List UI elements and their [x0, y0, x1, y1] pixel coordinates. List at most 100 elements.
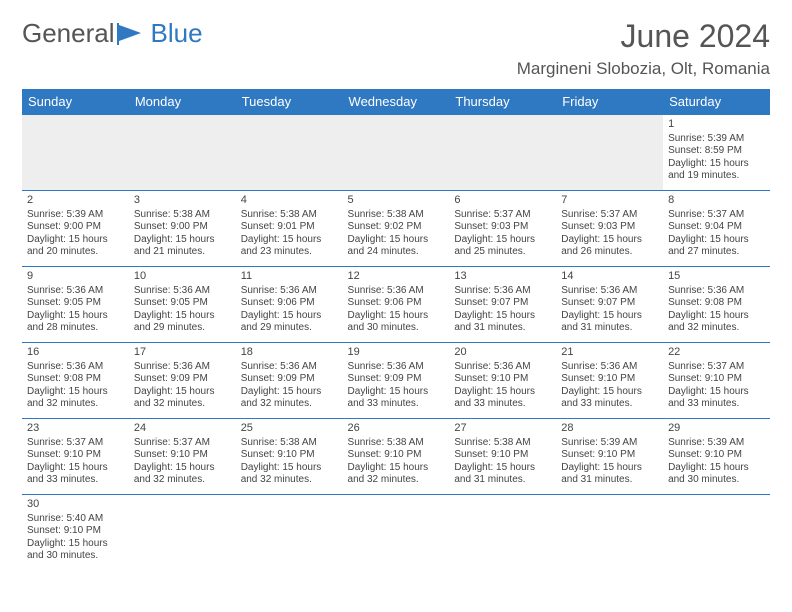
brand-text-1: General — [22, 18, 115, 49]
daylight-text: Daylight: 15 hours and 32 minutes. — [27, 386, 108, 410]
sunrise-text: Sunrise: 5:37 AM — [27, 437, 103, 448]
sunset-text: Sunset: 9:09 PM — [348, 373, 422, 384]
day-number: 1 — [668, 118, 765, 132]
sunrise-text: Sunrise: 5:36 AM — [134, 361, 210, 372]
sunrise-text: Sunrise: 5:37 AM — [561, 209, 637, 220]
day-number: 5 — [348, 194, 445, 208]
day-header: Monday — [129, 89, 236, 115]
daylight-text: Daylight: 15 hours and 33 minutes. — [454, 386, 535, 410]
daylight-text: Daylight: 15 hours and 32 minutes. — [241, 386, 322, 410]
calendar-day: 6Sunrise: 5:37 AMSunset: 9:03 PMDaylight… — [449, 191, 556, 267]
daylight-text: Daylight: 15 hours and 32 minutes. — [134, 386, 215, 410]
day-number: 30 — [27, 498, 124, 512]
calendar-empty — [449, 495, 556, 571]
header: General Blue June 2024 Margineni Slobozi… — [22, 18, 770, 79]
day-number: 28 — [561, 422, 658, 436]
calendar-week: 2Sunrise: 5:39 AMSunset: 9:00 PMDaylight… — [22, 191, 770, 267]
sunset-text: Sunset: 9:09 PM — [134, 373, 208, 384]
day-number: 17 — [134, 346, 231, 360]
calendar-day: 28Sunrise: 5:39 AMSunset: 9:10 PMDayligh… — [556, 419, 663, 495]
day-number: 23 — [27, 422, 124, 436]
daylight-text: Daylight: 15 hours and 21 minutes. — [134, 234, 215, 258]
sunset-text: Sunset: 9:08 PM — [668, 297, 742, 308]
calendar-day: 2Sunrise: 5:39 AMSunset: 9:00 PMDaylight… — [22, 191, 129, 267]
sunset-text: Sunset: 9:01 PM — [241, 221, 315, 232]
sunrise-text: Sunrise: 5:39 AM — [27, 209, 103, 220]
sunset-text: Sunset: 9:02 PM — [348, 221, 422, 232]
calendar-empty — [129, 495, 236, 571]
sunset-text: Sunset: 9:10 PM — [348, 449, 422, 460]
daylight-text: Daylight: 15 hours and 30 minutes. — [668, 462, 749, 486]
sunset-text: Sunset: 9:04 PM — [668, 221, 742, 232]
daylight-text: Daylight: 15 hours and 31 minutes. — [454, 310, 535, 334]
sunset-text: Sunset: 9:10 PM — [668, 373, 742, 384]
daylight-text: Daylight: 15 hours and 31 minutes. — [454, 462, 535, 486]
sunrise-text: Sunrise: 5:39 AM — [561, 437, 637, 448]
sunset-text: Sunset: 9:03 PM — [561, 221, 635, 232]
calendar-day: 14Sunrise: 5:36 AMSunset: 9:07 PMDayligh… — [556, 267, 663, 343]
daylight-text: Daylight: 15 hours and 27 minutes. — [668, 234, 749, 258]
day-number: 22 — [668, 346, 765, 360]
sunset-text: Sunset: 9:09 PM — [241, 373, 315, 384]
calendar-week: 30Sunrise: 5:40 AMSunset: 9:10 PMDayligh… — [22, 495, 770, 571]
sunrise-text: Sunrise: 5:36 AM — [134, 285, 210, 296]
daylight-text: Daylight: 15 hours and 31 minutes. — [561, 310, 642, 334]
day-number: 16 — [27, 346, 124, 360]
daylight-text: Daylight: 15 hours and 32 minutes. — [348, 462, 429, 486]
day-number: 10 — [134, 270, 231, 284]
daylight-text: Daylight: 15 hours and 33 minutes. — [348, 386, 429, 410]
sunset-text: Sunset: 9:10 PM — [668, 449, 742, 460]
sunrise-text: Sunrise: 5:38 AM — [241, 437, 317, 448]
calendar-day: 13Sunrise: 5:36 AMSunset: 9:07 PMDayligh… — [449, 267, 556, 343]
sunset-text: Sunset: 9:07 PM — [454, 297, 528, 308]
sunset-text: Sunset: 9:10 PM — [241, 449, 315, 460]
day-header: Tuesday — [236, 89, 343, 115]
sunrise-text: Sunrise: 5:37 AM — [454, 209, 530, 220]
calendar-day: 17Sunrise: 5:36 AMSunset: 9:09 PM Dayligh… — [129, 343, 236, 419]
day-header: Wednesday — [343, 89, 450, 115]
sunrise-text: Sunrise: 5:38 AM — [134, 209, 210, 220]
daylight-text: Daylight: 15 hours and 29 minutes. — [134, 310, 215, 334]
calendar-week: 16Sunrise: 5:36 AMSunset: 9:08 PMDayligh… — [22, 343, 770, 419]
daylight-text: Daylight: 15 hours and 32 minutes. — [241, 462, 322, 486]
sunrise-text: Sunrise: 5:36 AM — [27, 285, 103, 296]
calendar-day: 26Sunrise: 5:38 AMSunset: 9:10 PMDayligh… — [343, 419, 450, 495]
sunrise-text: Sunrise: 5:38 AM — [348, 437, 424, 448]
day-header-row: SundayMondayTuesdayWednesdayThursdayFrid… — [22, 89, 770, 115]
flag-icon — [117, 23, 147, 45]
calendar-empty — [663, 495, 770, 571]
calendar-week: 1Sunrise: 5:39 AMSunset: 8:59 PM Daylight… — [22, 115, 770, 191]
sunrise-text: Sunrise: 5:38 AM — [241, 209, 317, 220]
calendar-day: 30Sunrise: 5:40 AMSunset: 9:10 PMDayligh… — [22, 495, 129, 571]
calendar-empty — [449, 115, 556, 191]
calendar-week: 9Sunrise: 5:36 AMSunset: 9:05 PMDaylight… — [22, 267, 770, 343]
daylight-text: Daylight: 15 hours and 32 minutes. — [134, 462, 215, 486]
sunset-text: Sunset: 9:06 PM — [241, 297, 315, 308]
calendar-empty — [129, 115, 236, 191]
day-number: 7 — [561, 194, 658, 208]
day-number: 2 — [27, 194, 124, 208]
day-number: 21 — [561, 346, 658, 360]
sunrise-text: Sunrise: 5:39 AM — [668, 133, 744, 144]
sunrise-text: Sunrise: 5:37 AM — [668, 209, 744, 220]
sunset-text: Sunset: 9:10 PM — [454, 449, 528, 460]
calendar-empty — [236, 495, 343, 571]
calendar-day: 8Sunrise: 5:37 AMSunset: 9:04 PM Daylight… — [663, 191, 770, 267]
calendar-day: 3Sunrise: 5:38 AMSunset: 9:00 PMDaylight… — [129, 191, 236, 267]
daylight-text: Daylight: 15 hours and 33 minutes. — [561, 386, 642, 410]
brand-logo: General Blue — [22, 18, 203, 49]
calendar-day: 22Sunrise: 5:37 AMSunset: 9:10 PMDayligh… — [663, 343, 770, 419]
day-number: 8 — [668, 194, 765, 208]
daylight-text: Daylight: 15 hours and 30 minutes. — [348, 310, 429, 334]
calendar-day: 11Sunrise: 5:36 AMSunset: 9:06 PMDayligh… — [236, 267, 343, 343]
calendar-day: 24Sunrise: 5:37 AMSunset: 9:10 PMDayligh… — [129, 419, 236, 495]
sunset-text: Sunset: 8:59 PM — [668, 145, 742, 156]
daylight-text: Daylight: 15 hours and 19 minutes. — [668, 158, 749, 182]
sunrise-text: Sunrise: 5:36 AM — [241, 285, 317, 296]
calendar-day: 25Sunrise: 5:38 AMSunset: 9:10 PMDayligh… — [236, 419, 343, 495]
calendar-empty — [556, 495, 663, 571]
day-number: 24 — [134, 422, 231, 436]
day-number: 9 — [27, 270, 124, 284]
sunset-text: Sunset: 9:07 PM — [561, 297, 635, 308]
daylight-text: Daylight: 15 hours and 33 minutes. — [27, 462, 108, 486]
